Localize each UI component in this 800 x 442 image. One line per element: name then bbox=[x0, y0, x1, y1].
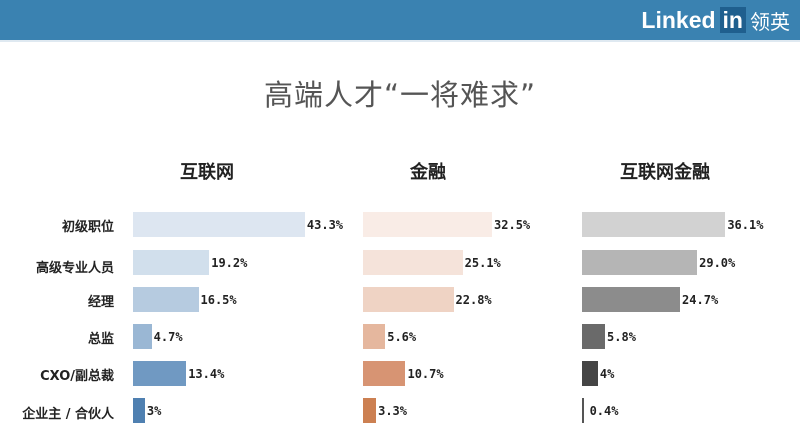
logo-text: Linked bbox=[641, 6, 716, 33]
bar bbox=[582, 250, 698, 275]
value-label: 10.7% bbox=[407, 367, 444, 381]
category-label: 经理 bbox=[87, 295, 114, 310]
header-bar: Linked in 领英 bbox=[0, 0, 800, 40]
value-label: 25.1% bbox=[464, 256, 501, 270]
bar bbox=[363, 212, 493, 237]
value-label: 32.5% bbox=[494, 218, 531, 232]
value-label: 5.8% bbox=[607, 330, 636, 344]
series-title: 金融 bbox=[410, 162, 446, 183]
category-label: 初级职位 bbox=[61, 220, 114, 235]
value-label: 24.7% bbox=[682, 293, 719, 307]
category-label: 高级专业人员 bbox=[35, 261, 114, 276]
logo-chinese: 领英 bbox=[750, 11, 790, 34]
value-label: 3.3% bbox=[378, 404, 407, 418]
category-label: 总监 bbox=[87, 332, 114, 347]
value-label: 36.1% bbox=[727, 218, 764, 232]
bar bbox=[363, 361, 406, 386]
value-label: 4% bbox=[599, 367, 615, 381]
bar bbox=[133, 398, 145, 423]
bar bbox=[133, 361, 187, 386]
bar bbox=[363, 398, 377, 423]
series-title: 互联网金融 bbox=[620, 162, 710, 183]
value-label: 43.3% bbox=[306, 218, 344, 232]
bar bbox=[363, 250, 463, 275]
category-label: 企业主 / 合伙人 bbox=[22, 407, 114, 422]
value-label: 5.6% bbox=[387, 330, 417, 344]
bar bbox=[582, 398, 584, 423]
value-label: 19.2% bbox=[211, 256, 248, 270]
bar bbox=[582, 361, 598, 386]
bar bbox=[133, 212, 305, 237]
logo-in-box: in bbox=[719, 7, 746, 33]
value-label: 16.5% bbox=[200, 293, 237, 307]
category-label: CXO/副总裁 bbox=[40, 369, 114, 384]
value-label: 3% bbox=[146, 404, 162, 418]
bar bbox=[363, 287, 454, 312]
page-title: 高端人才“一将难求” bbox=[263, 78, 537, 112]
bar bbox=[133, 287, 199, 312]
value-label: 29.0% bbox=[699, 256, 736, 270]
header-divider bbox=[0, 40, 800, 42]
bar bbox=[363, 324, 386, 349]
series-title: 互联网 bbox=[180, 162, 234, 183]
value-label: 13.4% bbox=[188, 367, 225, 381]
bar bbox=[133, 324, 152, 349]
bar bbox=[582, 212, 726, 237]
value-label: 4.7% bbox=[153, 330, 183, 344]
value-label: 0.4% bbox=[589, 404, 619, 418]
value-label: 22.8% bbox=[455, 293, 492, 307]
bar bbox=[582, 287, 681, 312]
bar bbox=[133, 250, 210, 275]
linkedin-logo: Linked in 领英 bbox=[641, 5, 790, 35]
bar bbox=[582, 324, 606, 349]
